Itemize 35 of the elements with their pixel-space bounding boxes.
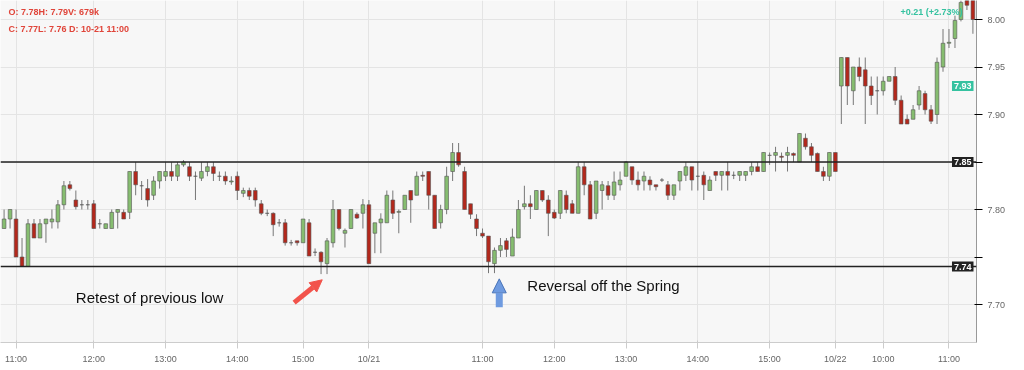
x-tick-label: 12:00: [543, 353, 566, 364]
y-tick-label: 7.70: [987, 299, 1006, 310]
x-tick-label: 13:00: [154, 353, 177, 364]
x-tick-label: 12:00: [82, 353, 106, 364]
candlestick: [187, 161, 192, 182]
annotation: Reversal off the Spring: [527, 277, 680, 295]
y-tick-label: 8.00: [987, 14, 1006, 25]
candlestick: [73, 190, 79, 210]
y-tick-label: 7.95: [987, 62, 1006, 72]
x-tick-label: 13:00: [614, 353, 638, 364]
candlestick: [952, 15, 958, 49]
x-tick-label: 15:00: [758, 353, 781, 364]
candlestick: [773, 146, 778, 172]
x-tick-label: 10:00: [871, 353, 895, 364]
candlestick: [79, 199, 84, 210]
x-tick-label: 11:00: [471, 353, 494, 364]
x-tick-label: 11:00: [5, 353, 27, 364]
candlestick: [659, 177, 665, 183]
annotation: C: 7.77L: 7.76 D: 10-21 11:00: [8, 23, 130, 34]
annotation: Retest of previous low: [75, 289, 224, 307]
ref-line-label: 7.85: [953, 157, 972, 167]
x-tick-label: 10/22: [824, 353, 847, 364]
candlestick: [474, 213, 479, 237]
y-tick-label: 7.90: [987, 109, 1006, 120]
candlestick: [342, 228, 348, 248]
ref-line-label: 7.74: [953, 261, 972, 272]
x-tick-label: 15:00: [291, 353, 315, 364]
x-tick-label: 10/21: [357, 353, 381, 364]
x-tick-label: 14:00: [686, 353, 710, 364]
candlestick: [653, 184, 659, 191]
annotation: O: 7.78H: 7.79V: 679k: [8, 6, 101, 17]
x-tick-label: 14:00: [226, 353, 249, 364]
y-tick-label: 7.80: [987, 204, 1006, 215]
annotation: 7.93: [953, 81, 972, 91]
x-tick-label: 11:00: [938, 353, 960, 364]
